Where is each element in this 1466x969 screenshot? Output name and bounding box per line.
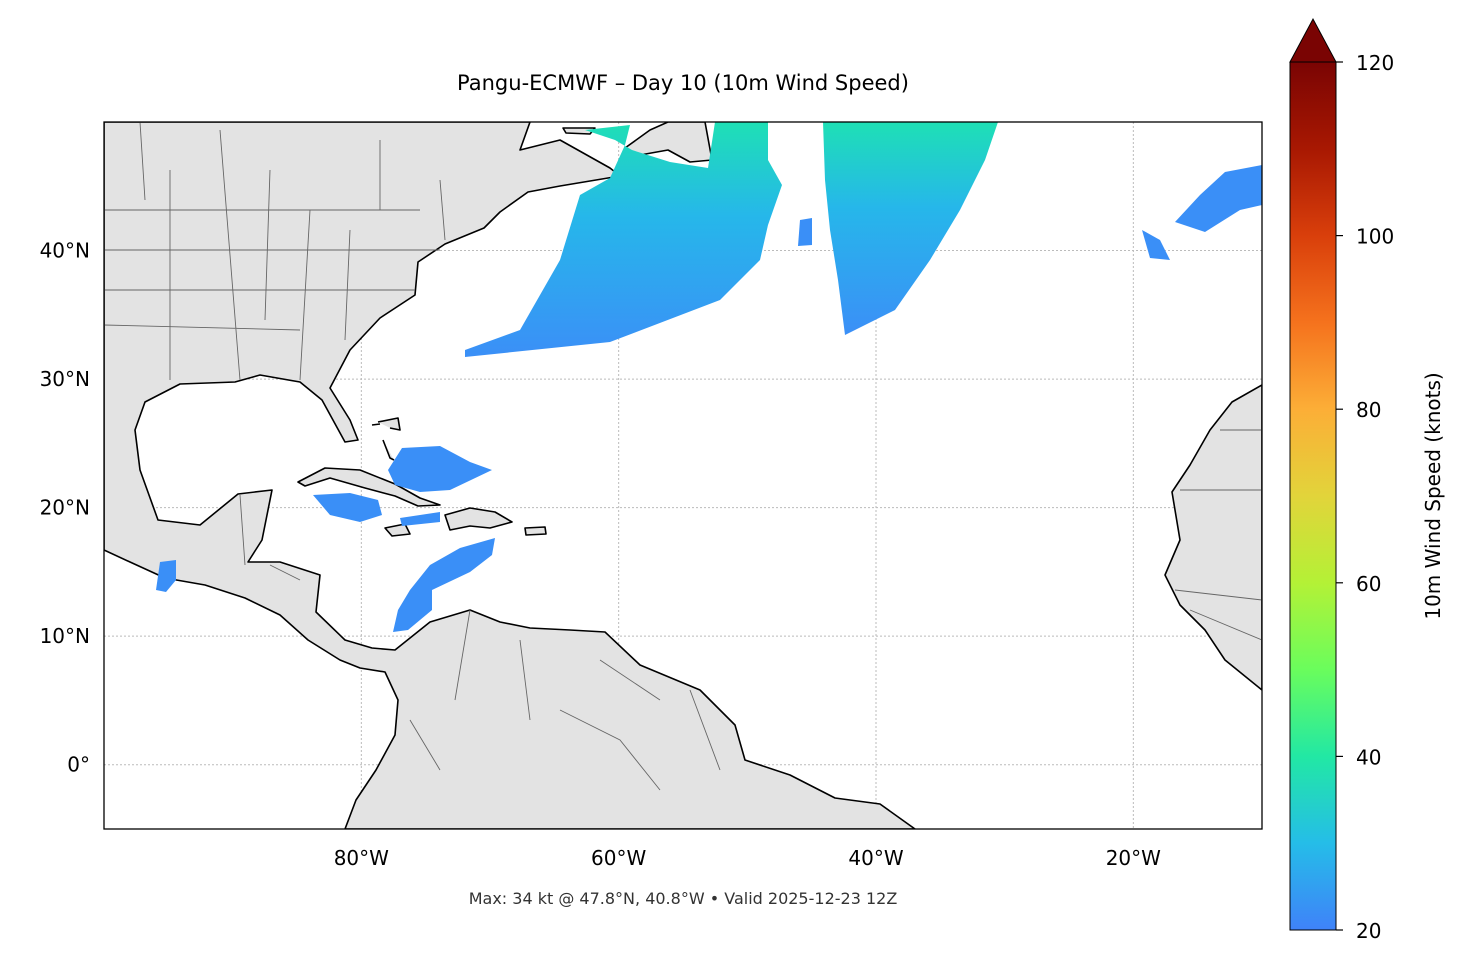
colorbar-ticks: 20 40 60 80 100 120 bbox=[1336, 51, 1394, 943]
land-jamaica bbox=[384, 523, 411, 537]
colorbar-tick-label: 20 bbox=[1356, 919, 1381, 943]
wind-area bbox=[393, 538, 495, 632]
colorbar-tick-label: 120 bbox=[1356, 51, 1394, 75]
state-borders bbox=[104, 122, 1262, 791]
colorbar bbox=[1289, 61, 1337, 931]
x-tick-label: 80°W bbox=[334, 846, 389, 870]
land-pei bbox=[562, 127, 596, 135]
y-tick-label: 20°N bbox=[40, 496, 90, 520]
wind-area bbox=[388, 446, 492, 492]
wind-field bbox=[156, 122, 1262, 632]
land-americas bbox=[104, 122, 916, 829]
land-africa bbox=[1164, 384, 1262, 691]
colorbar-label: 10m Wind Speed (knots) bbox=[1421, 372, 1445, 619]
wind-area bbox=[823, 122, 998, 335]
colorbar-tick-label: 40 bbox=[1356, 745, 1381, 769]
y-tick-label: 30°N bbox=[40, 367, 90, 391]
wind-area bbox=[156, 560, 176, 592]
wind-area bbox=[465, 122, 782, 357]
wind-area bbox=[798, 218, 812, 246]
y-tick-label: 0° bbox=[67, 753, 90, 777]
wind-area bbox=[400, 512, 440, 526]
land-bahamas bbox=[371, 417, 401, 461]
land-hispaniola bbox=[444, 507, 513, 531]
wind-area bbox=[1175, 165, 1262, 232]
y-tick-label: 40°N bbox=[40, 239, 90, 263]
x-tick-label: 40°W bbox=[848, 846, 903, 870]
map-title: Pangu-ECMWF – Day 10 (10m Wind Speed) bbox=[457, 71, 909, 95]
colorbar-tick-label: 100 bbox=[1356, 225, 1394, 249]
land-cuba bbox=[297, 467, 441, 507]
x-tick-label: 60°W bbox=[591, 846, 646, 870]
x-tick-label: 20°W bbox=[1106, 846, 1161, 870]
map-area bbox=[104, 122, 1262, 829]
wind-area bbox=[1142, 230, 1170, 260]
land-pr bbox=[524, 526, 547, 536]
colorbar-extend bbox=[1289, 17, 1337, 63]
wind-area bbox=[313, 493, 382, 522]
y-tick-label: 10°N bbox=[40, 624, 90, 648]
footer-note: Max: 34 kt @ 47.8°N, 40.8°W • Valid 2025… bbox=[469, 889, 898, 908]
map-ticks: 80°W 60°W 40°W 20°W 0° 10°N 20°N 30°N 40°N bbox=[40, 239, 1162, 870]
colorbar-tick-label: 80 bbox=[1356, 398, 1381, 422]
map-frame bbox=[103, 121, 1263, 830]
colorbar-tick-label: 60 bbox=[1356, 572, 1381, 596]
